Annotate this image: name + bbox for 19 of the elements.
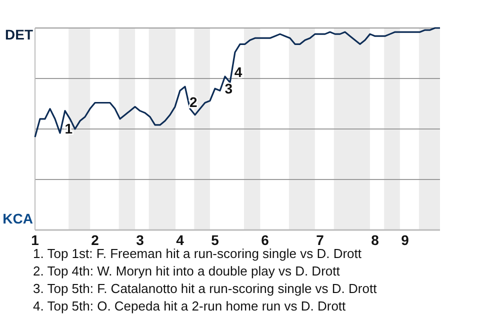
x-tick-label: 5 [211, 232, 220, 248]
text: DET [5, 26, 34, 43]
text: 4. Top 5th: O. Cepeda hit a 2-run home run vs D. Drott [33, 298, 346, 314]
text: 3. Top 5th: F. Catalanotto hit a run-scoring single vs D. Drott [33, 281, 378, 296]
x-tick-label: 7 [316, 232, 324, 248]
annotation: 1 [64, 120, 73, 137]
text: KCA [2, 210, 33, 227]
x-tick-label: 6 [261, 232, 270, 248]
text: 1. Top 1st: F. Freeman hit a run-scoring single vs D. Drott [33, 246, 362, 261]
annotation: 3 [224, 80, 233, 97]
x-tick-label: 2 [91, 232, 100, 248]
text: 2. Top 4th: W. Moryn hit into a double play vs D. Drott [33, 264, 340, 278]
annotation: 2 [189, 94, 198, 110]
x-tick-label: 4 [176, 232, 184, 248]
x-tick-label: 1 [31, 232, 40, 248]
x-tick-label: 3 [136, 232, 144, 248]
x-tick-label: 8 [371, 232, 380, 248]
annotation: 4 [234, 64, 242, 80]
x-tick-label: 9 [401, 232, 410, 248]
